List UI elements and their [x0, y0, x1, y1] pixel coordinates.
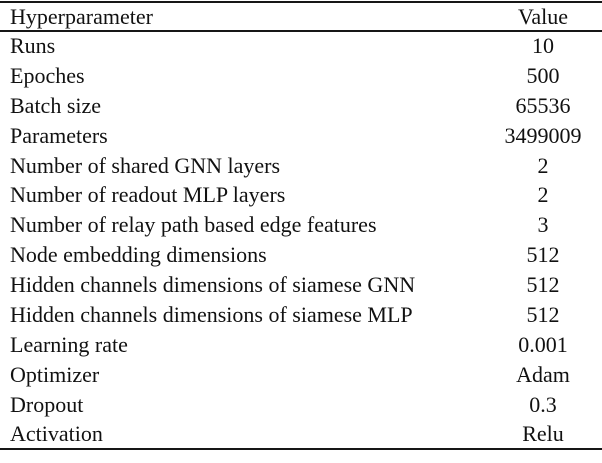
hyperparameter-label: Dropout	[10, 391, 84, 417]
hyperparameter-label: Runs	[10, 33, 56, 59]
hyperparameter-value: 65536	[515, 92, 571, 118]
hyperparameter-value: 512	[526, 272, 560, 298]
hyperparameter-value: Adam	[516, 361, 570, 387]
hyperparameter-value: 512	[526, 301, 560, 327]
table-row: Activation Relu	[0, 420, 602, 450]
column-header-hyperparameter: Hyperparameter	[10, 3, 153, 29]
hyperparameter-value: 0.3	[529, 391, 557, 417]
hyperparameter-value: 2	[537, 152, 549, 178]
table-row: Epoches 500	[0, 61, 602, 91]
table-row: Dropout 0.3	[0, 390, 602, 420]
table-row: Number of relay path based edge features…	[0, 210, 602, 240]
header-row: Hyperparameter Value	[0, 2, 602, 31]
table-body: Runs 10 Epoches 500 Batch size 65536 Parameter…	[0, 31, 602, 449]
table-row: Optimizer Adam	[0, 360, 602, 390]
table-row: Number of readout MLP layers 2	[0, 180, 602, 210]
table-row: Runs 10	[0, 31, 602, 61]
table-row: Parameters 3499009	[0, 121, 602, 151]
hyperparameter-label: Activation	[10, 421, 103, 447]
hyperparameter-table: Hyperparameter Value Runs 10 Epoches 500 Bat…	[0, 1, 602, 451]
table-row: Hidden channels dimensions of siamese GN…	[0, 270, 602, 300]
hyperparameter-value: 0.001	[518, 331, 568, 357]
table-row: Number of shared GNN layers 2	[0, 151, 602, 181]
hyperparameter-label: Number of relay path based edge features	[10, 212, 377, 238]
table-header: Hyperparameter Value	[0, 2, 602, 31]
hyperparameter-label: Batch size	[10, 92, 102, 118]
hyperparameter-label: Parameters	[10, 122, 108, 148]
hyperparameter-value: 10	[532, 33, 554, 59]
hyperparameter-label: Epoches	[10, 62, 85, 88]
table-row: Learning rate 0.001	[0, 330, 602, 360]
hyperparameter-label: Optimizer	[10, 361, 100, 387]
column-header-value: Value	[517, 3, 569, 29]
hyperparameter-value: 512	[526, 242, 560, 268]
hyperparameter-label: Number of readout MLP layers	[10, 182, 286, 208]
hyperparameter-label: Learning rate	[10, 331, 128, 357]
hyperparameter-label: Number of shared GNN layers	[10, 152, 281, 178]
hyperparameter-label: Node embedding dimensions	[10, 242, 267, 268]
table-row: Node embedding dimensions 512	[0, 240, 602, 270]
hyperparameter-value: 3	[537, 212, 549, 238]
hyperparameter-label: Hidden channels dimensions of siamese GN…	[10, 272, 416, 298]
hyperparameter-value: Relu	[522, 421, 564, 447]
hyperparameter-value: 500	[526, 62, 560, 88]
hyperparameter-value: 3499009	[504, 122, 582, 148]
hyperparameter-value: 2	[537, 182, 549, 208]
table-row: Hidden channels dimensions of siamese ML…	[0, 300, 602, 330]
hyperparameter-label: Hidden channels dimensions of siamese ML…	[10, 301, 413, 327]
table-row: Batch size 65536	[0, 91, 602, 121]
